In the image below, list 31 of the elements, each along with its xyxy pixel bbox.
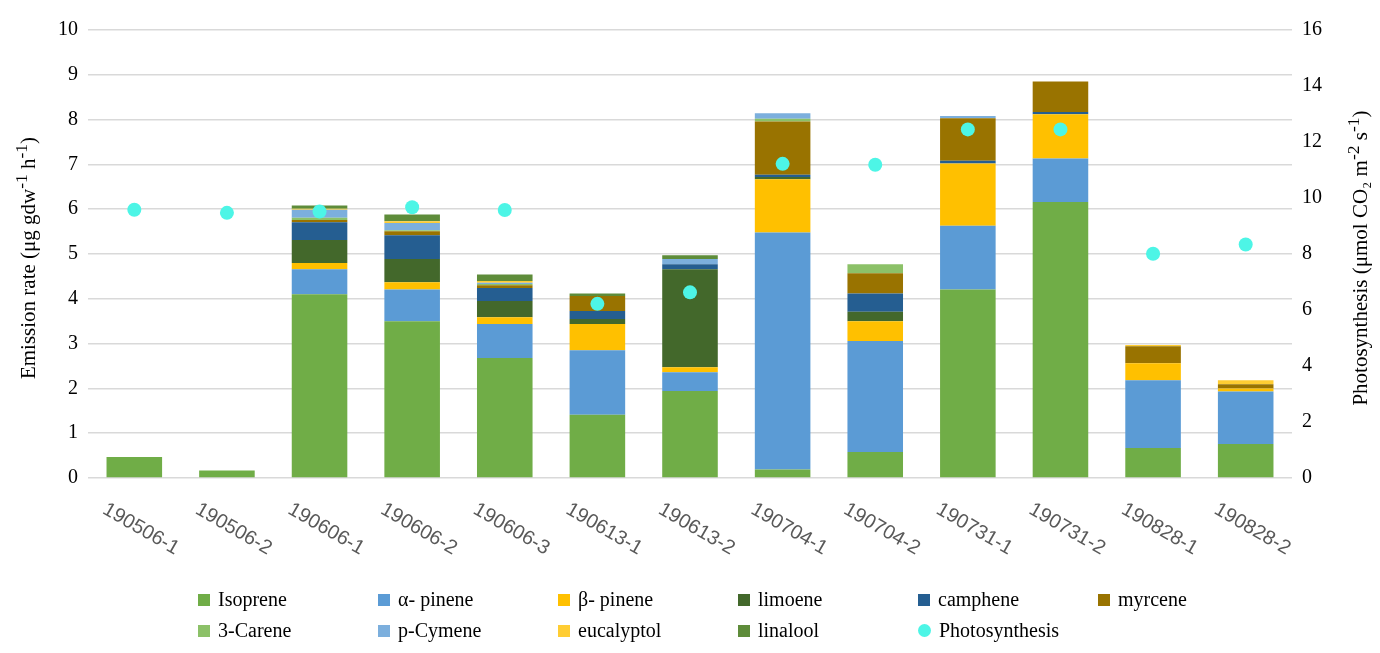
legend-label: linalool: [758, 619, 820, 642]
y-tick-label: 10: [58, 17, 78, 40]
legend-label: 3-Carene: [218, 619, 292, 642]
legend-label: eucalyptol: [578, 619, 662, 642]
legend-label: α- pinene: [398, 588, 474, 611]
y2-tick-label: 14: [1302, 73, 1322, 96]
y-tick-label: 6: [68, 196, 78, 219]
legend-label: Isoprene: [218, 588, 287, 611]
legend-label: camphene: [938, 588, 1020, 611]
y-tick-label: 2: [68, 375, 78, 398]
y2-tick-label: 6: [1302, 297, 1312, 320]
y-tick-label: 4: [68, 286, 78, 309]
y-tick-label: 5: [68, 241, 78, 264]
y2-tick-label: 0: [1302, 465, 1312, 488]
y2-tick-label: 4: [1302, 353, 1312, 376]
y-tick-label: 8: [68, 106, 78, 129]
y-tick-label: 0: [68, 465, 78, 488]
legend-label: Photosynthesis: [939, 619, 1060, 642]
y2-tick-label: 8: [1302, 241, 1312, 264]
y2-tick-label: 16: [1302, 17, 1322, 40]
legend-label: p-Cymene: [398, 619, 482, 642]
legend-label: limoene: [758, 588, 823, 611]
y2-tick-label: 12: [1302, 129, 1322, 152]
y-tick-label: 1: [68, 420, 78, 443]
legend-label: β- pinene: [578, 588, 654, 611]
y2-tick-label: 2: [1302, 409, 1312, 432]
legend-label: myrcene: [1118, 588, 1187, 611]
y-tick-label: 9: [68, 62, 78, 85]
y-tick-label: 3: [68, 330, 78, 353]
y2-tick-label: 10: [1302, 185, 1322, 208]
y-tick-label: 7: [68, 151, 78, 174]
